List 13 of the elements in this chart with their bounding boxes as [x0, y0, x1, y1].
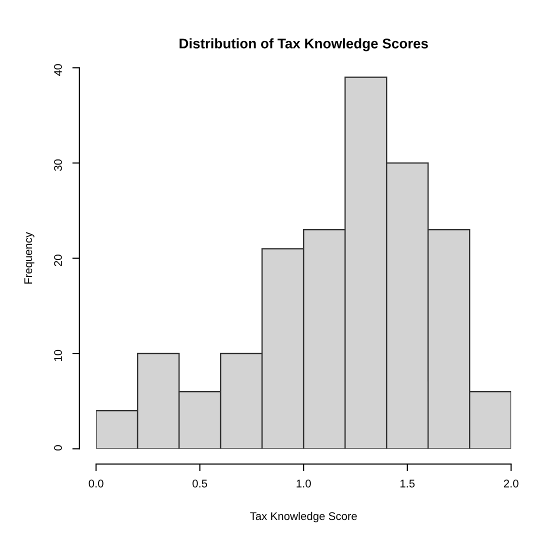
x-tick-label: 1.5: [400, 480, 415, 488]
y-tick-label: 10: [54, 350, 62, 362]
y-tick-label: 0: [54, 445, 62, 450]
x-tick-label: 2.0: [504, 480, 518, 488]
y-tick-label: 30: [54, 159, 62, 171]
x-tick-label: 0.0: [88, 480, 104, 488]
chart-title: Distribution of Tax Knowledge Scores: [180, 38, 428, 52]
y-tick-label: 20: [54, 254, 62, 266]
y-tick-label: 40: [54, 64, 62, 76]
y-axis-title: Frequency: [24, 232, 34, 284]
x-tick-label: 0.5: [192, 480, 208, 488]
x-axis-title: Tax Knowledge Score: [250, 512, 357, 522]
x-tick-label: 1.0: [296, 480, 311, 488]
